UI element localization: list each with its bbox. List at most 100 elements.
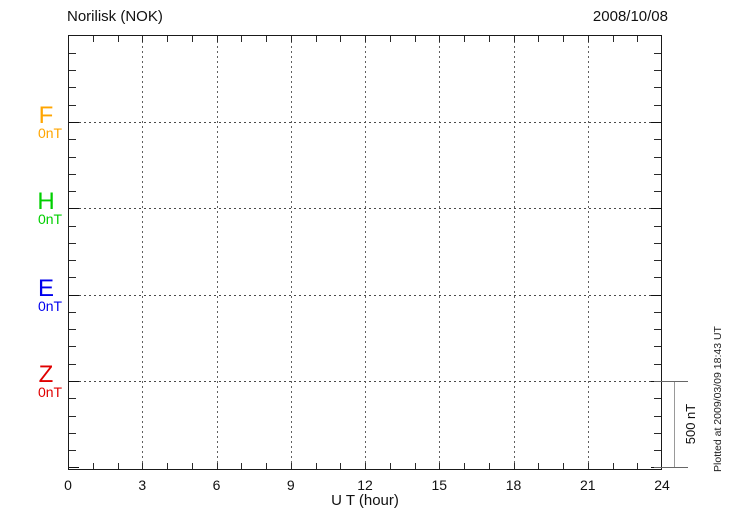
x-axis-tick <box>315 463 317 469</box>
x-axis-tick <box>167 463 168 469</box>
component-baseline <box>69 380 661 382</box>
component-baseline <box>69 294 661 296</box>
x-tick-label: 15 <box>431 477 448 493</box>
x-axis-tick <box>612 463 614 469</box>
component-label-E: E <box>37 274 54 302</box>
x-axis-tick <box>191 36 193 42</box>
x-axis-tick <box>290 36 292 42</box>
y-axis-tick <box>69 173 76 175</box>
x-axis-tick <box>439 36 441 42</box>
x-tick-label: 0 <box>64 477 72 493</box>
component-baseline-label-E: 0nT <box>37 297 63 314</box>
grid-vline <box>439 36 441 469</box>
x-axis-tick <box>117 463 119 469</box>
x-tick-label: 21 <box>579 477 596 493</box>
x-axis-tick <box>142 463 144 469</box>
x-axis-tick <box>216 36 218 42</box>
y-axis-tick <box>654 398 661 400</box>
plot-area <box>68 35 662 470</box>
scale-bar-top-cap <box>654 381 688 382</box>
component-label-H: H <box>37 188 55 216</box>
y-axis-tick <box>654 104 661 106</box>
x-axis-tick <box>587 36 589 42</box>
x-axis-tick <box>538 36 540 42</box>
y-axis-tick <box>69 242 76 244</box>
y-axis-tick <box>651 294 661 296</box>
y-axis-tick <box>654 363 661 365</box>
x-axis-tick <box>464 36 465 42</box>
y-axis-tick <box>654 225 661 227</box>
grid-vline <box>142 36 144 469</box>
date-label: 2008/10/08 <box>592 8 668 25</box>
component-baseline <box>69 122 661 123</box>
x-axis-tick <box>389 36 391 42</box>
x-axis-tick <box>488 463 490 469</box>
component-baseline <box>69 208 661 210</box>
y-axis-tick <box>69 225 76 227</box>
x-axis-tick <box>414 463 416 469</box>
y-axis-tick <box>654 191 661 193</box>
y-axis-tick <box>654 415 661 417</box>
x-axis-tick <box>365 36 366 42</box>
y-axis-tick <box>651 122 661 123</box>
x-axis-tick <box>637 36 639 42</box>
x-tick-label: 3 <box>138 477 147 493</box>
y-axis-tick <box>654 450 661 452</box>
y-axis-tick <box>654 70 661 72</box>
x-axis-tick <box>266 36 267 42</box>
x-tick-label: 9 <box>286 477 295 493</box>
chart-title: Norilisk (NOK) <box>67 8 163 25</box>
y-axis-tick <box>654 139 661 141</box>
y-axis-tick <box>654 346 661 348</box>
grid-vline <box>290 36 292 469</box>
x-axis-tick <box>637 463 639 469</box>
component-baseline-label-Z: 0nT <box>37 383 63 400</box>
x-axis-tick <box>538 463 540 469</box>
x-axis-tick <box>290 463 292 469</box>
grid-vline <box>587 36 589 469</box>
y-axis-tick <box>654 87 661 89</box>
x-axis-tick <box>117 36 119 42</box>
x-tick-label: 24 <box>654 477 670 493</box>
y-axis-tick <box>654 432 661 434</box>
y-axis-tick <box>69 87 76 89</box>
x-axis-tick <box>92 36 94 42</box>
x-axis-tick <box>439 463 441 469</box>
y-axis-tick <box>654 173 661 175</box>
component-baseline-label-F: 0nT <box>37 125 63 141</box>
x-axis-tick <box>365 463 366 469</box>
y-axis-tick <box>69 450 76 452</box>
x-axis-tick <box>488 36 490 42</box>
x-axis-tick <box>612 36 614 42</box>
x-axis-tick <box>513 463 515 469</box>
y-axis-tick <box>69 208 79 210</box>
x-axis-title: U T (hour) <box>331 492 399 509</box>
scale-bar <box>674 381 675 467</box>
x-axis-tick <box>414 36 416 42</box>
y-axis-tick <box>69 52 76 54</box>
y-axis-tick <box>69 467 79 469</box>
y-axis-tick <box>654 156 661 158</box>
y-axis-tick <box>69 363 76 365</box>
y-axis-tick <box>69 70 76 72</box>
y-axis-tick <box>654 52 661 54</box>
component-baseline-label-H: 0nT <box>37 211 63 228</box>
x-axis-tick <box>92 463 94 469</box>
x-axis-tick <box>340 463 342 469</box>
x-axis-tick <box>340 36 342 42</box>
x-axis-tick <box>563 463 564 469</box>
y-axis-tick <box>69 432 76 434</box>
y-axis-tick <box>69 398 76 400</box>
component-label-Z: Z <box>38 360 54 388</box>
x-axis-tick <box>191 463 193 469</box>
x-axis-tick <box>563 36 564 42</box>
grid-vline <box>216 36 218 469</box>
x-axis-tick <box>266 463 267 469</box>
plotted-at-label: Plotted at 2009/03/09 18:43 UT <box>712 326 724 472</box>
x-axis-tick <box>464 463 465 469</box>
y-axis-tick <box>654 260 661 262</box>
y-axis-tick <box>69 329 76 331</box>
grid-vline <box>365 36 366 469</box>
y-axis-tick <box>69 346 76 348</box>
